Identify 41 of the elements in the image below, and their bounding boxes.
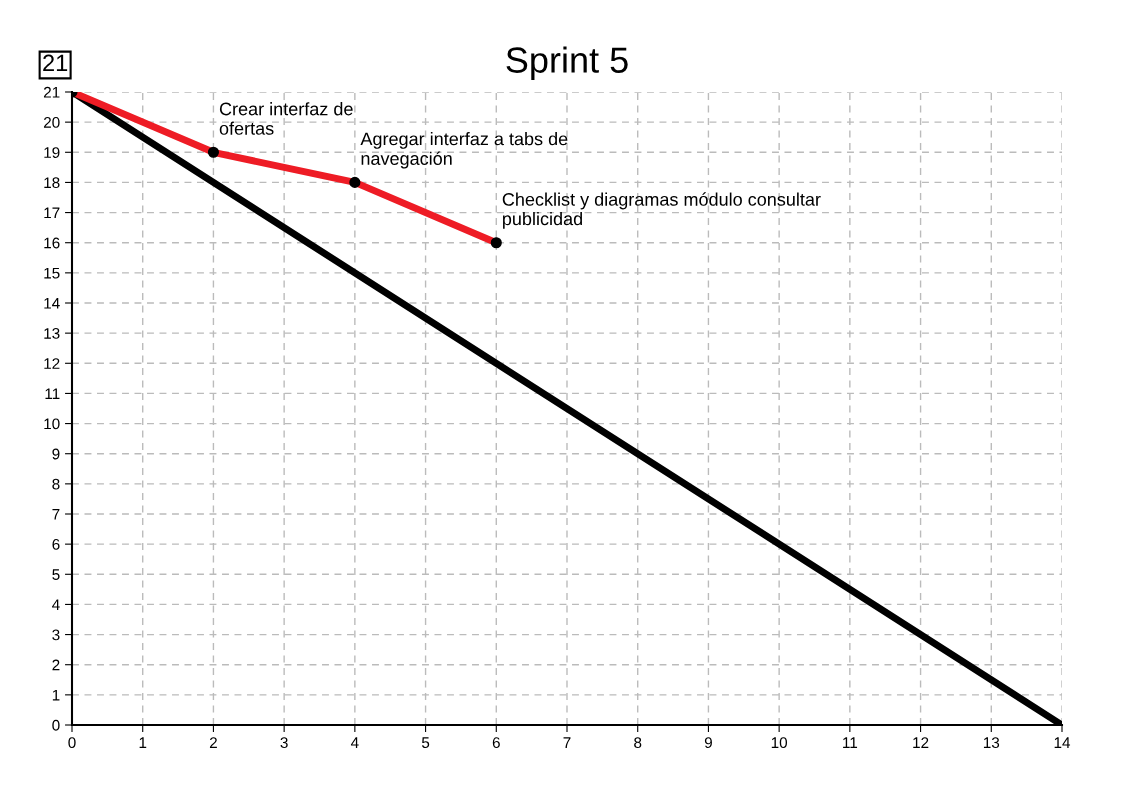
annotation: Agregar interfaz a tabs de navegación — [360, 132, 568, 169]
x-tick-label: 8 — [634, 737, 642, 749]
x-tick-label: 6 — [492, 737, 500, 749]
y-tick-label: 19 — [44, 147, 60, 158]
x-tick-label: 2 — [209, 737, 217, 748]
y-tick-label: 20 — [43, 117, 60, 128]
y-tick-label: 5 — [52, 569, 60, 580]
y-tick-label: 14 — [44, 298, 60, 309]
y-tick-label: 17 — [44, 207, 60, 219]
y-tick-label: 9 — [52, 448, 60, 460]
y-tick-label: 7 — [52, 509, 60, 520]
y-tick-label: 13 — [44, 328, 60, 339]
y-tick-label: 0 — [52, 719, 60, 731]
y-tick-label: 6 — [52, 539, 60, 550]
y-tick-label: 12 — [44, 358, 60, 369]
y-tick-label: 2 — [52, 659, 60, 671]
x-tick-label: 13 — [983, 737, 1000, 749]
y-tick-label: 18 — [44, 177, 60, 189]
x-tick-label: 1 — [139, 737, 147, 748]
annotation: Crear interfaz de ofertas — [219, 102, 353, 135]
x-tick-label: 0 — [68, 737, 76, 749]
y-tick-label: 3 — [52, 629, 60, 641]
y-tick-label: 11 — [45, 388, 60, 399]
x-tick-label: 4 — [350, 737, 359, 748]
x-tick-label: 5 — [421, 737, 430, 749]
chart-title: Sprint 5 — [506, 46, 628, 81]
annotation: Checklist y diagramas módulo consultar publicidad — [502, 192, 821, 229]
y-tick-label: 1 — [52, 689, 60, 701]
x-tick-label: 10 — [771, 737, 788, 749]
x-tick-label: 14 — [1054, 737, 1071, 748]
y-tick-label: 10 — [44, 418, 60, 430]
y-tick-label: 21 — [43, 86, 60, 98]
x-tick-label: 9 — [704, 737, 712, 749]
y-tick-label: 15 — [44, 267, 60, 279]
y-tick-label: 4 — [52, 599, 60, 610]
y-tick-label: 16 — [44, 237, 60, 249]
x-tick-label: 11 — [843, 737, 858, 748]
y-tick-label: 8 — [52, 478, 60, 490]
x-tick-label: 7 — [563, 737, 571, 748]
x-tick-label: 3 — [280, 737, 288, 749]
x-tick-label: 12 — [913, 737, 929, 748]
